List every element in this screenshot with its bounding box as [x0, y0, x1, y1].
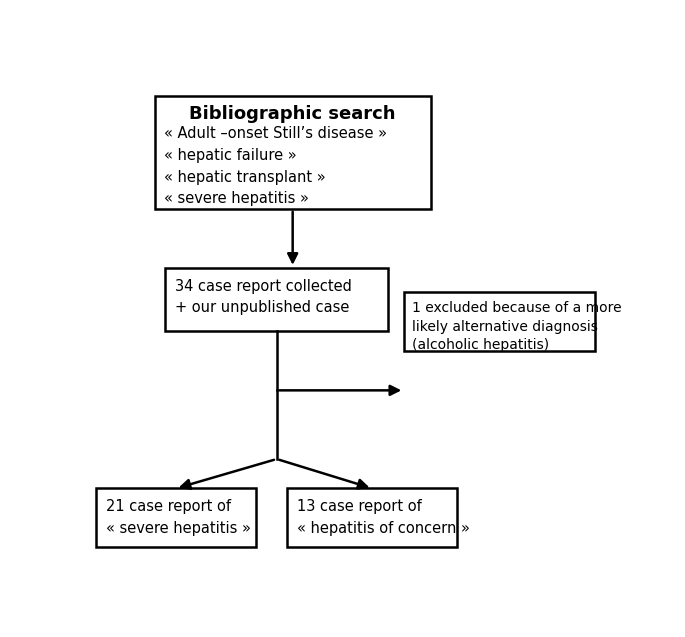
Text: « severe hepatitis »: « severe hepatitis »: [105, 521, 251, 536]
FancyBboxPatch shape: [288, 489, 457, 547]
Text: + our unpublished case: + our unpublished case: [175, 300, 349, 315]
FancyBboxPatch shape: [165, 268, 388, 331]
Text: « hepatic failure »: « hepatic failure »: [164, 148, 297, 163]
Text: likely alternative diagnosis: likely alternative diagnosis: [412, 320, 598, 334]
Text: (alcoholic hepatitis): (alcoholic hepatitis): [412, 338, 549, 352]
Text: « hepatic transplant »: « hepatic transplant »: [164, 169, 326, 185]
Text: 21 case report of: 21 case report of: [105, 499, 231, 514]
Text: 1 excluded because of a more: 1 excluded because of a more: [412, 301, 622, 315]
Text: 13 case report of: 13 case report of: [297, 499, 422, 514]
Text: 34 case report collected: 34 case report collected: [175, 278, 351, 294]
FancyBboxPatch shape: [155, 96, 431, 209]
Text: Bibliographic search: Bibliographic search: [190, 105, 396, 123]
FancyBboxPatch shape: [404, 292, 595, 351]
Text: « severe hepatitis »: « severe hepatitis »: [164, 191, 309, 206]
Text: « hepatitis of concern »: « hepatitis of concern »: [297, 521, 470, 536]
Text: « Adult –onset Still’s disease »: « Adult –onset Still’s disease »: [164, 127, 387, 141]
FancyBboxPatch shape: [96, 489, 256, 547]
